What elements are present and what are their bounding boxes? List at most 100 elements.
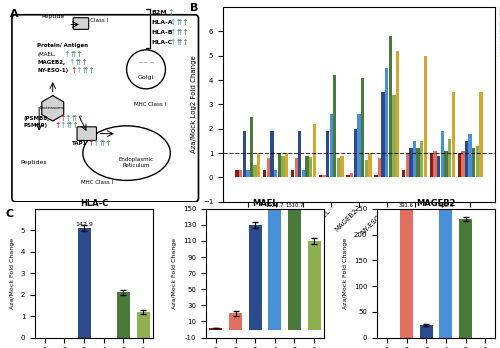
Bar	[378, 158, 381, 177]
Title: MAGEB2: MAGEB2	[416, 199, 456, 208]
Text: 391.6: 391.6	[399, 203, 414, 208]
Bar	[312, 124, 316, 177]
Text: Endoplasmic
Reticulum: Endoplasmic Reticulum	[118, 157, 154, 168]
Bar	[440, 209, 452, 338]
Text: 562.6: 562.6	[438, 203, 454, 208]
Bar	[210, 328, 222, 330]
Bar	[402, 170, 406, 177]
Bar	[136, 312, 149, 338]
Bar	[270, 131, 274, 177]
Bar	[333, 75, 336, 177]
Text: ↑: ↑	[168, 8, 174, 17]
Bar	[306, 156, 308, 177]
Text: ~~~: ~~~	[137, 61, 155, 66]
Text: MHC Class I: MHC Class I	[82, 180, 114, 185]
Bar	[266, 158, 270, 177]
Bar	[249, 225, 262, 330]
Text: B: B	[190, 3, 198, 13]
Bar	[416, 148, 420, 177]
Bar	[444, 151, 448, 177]
Text: HLA-A: HLA-A	[152, 20, 174, 25]
Bar	[330, 114, 333, 177]
FancyBboxPatch shape	[77, 127, 96, 141]
Bar	[337, 158, 340, 177]
Bar	[452, 92, 455, 177]
Bar	[229, 314, 242, 330]
Bar	[242, 131, 246, 177]
Bar	[350, 173, 354, 177]
Bar	[288, 209, 301, 330]
Text: ↑↑: ↑↑	[170, 38, 182, 47]
Text: MHC Class I: MHC Class I	[76, 18, 108, 23]
Bar	[396, 51, 400, 177]
Bar	[254, 165, 257, 177]
Text: ↑↑: ↑↑	[75, 66, 88, 75]
Text: Peptides: Peptides	[20, 160, 46, 165]
Bar	[472, 148, 476, 177]
Bar	[358, 114, 360, 177]
Bar	[413, 141, 416, 177]
Text: A: A	[10, 9, 18, 19]
Text: ↑↑: ↑↑	[92, 139, 106, 148]
Text: MHC Class I: MHC Class I	[134, 102, 166, 107]
Text: 1028.7: 1028.7	[266, 203, 284, 208]
Bar	[346, 175, 350, 177]
Bar	[326, 131, 329, 177]
Text: 1310.7: 1310.7	[286, 203, 304, 208]
Bar	[424, 56, 427, 177]
Polygon shape	[42, 96, 64, 121]
Bar	[354, 129, 357, 177]
Bar	[368, 153, 372, 177]
Bar	[294, 158, 298, 177]
Y-axis label: Aza/Mock Fold Change: Aza/Mock Fold Change	[10, 238, 15, 309]
Bar	[281, 156, 284, 177]
FancyBboxPatch shape	[12, 15, 198, 202]
Y-axis label: Aza/Mock Fold Change: Aza/Mock Fold Change	[344, 238, 348, 309]
Bar	[385, 68, 388, 177]
Title: HLA-C: HLA-C	[80, 199, 108, 208]
Text: ↑↑: ↑↑	[70, 50, 84, 59]
Bar	[308, 241, 320, 330]
Bar	[78, 228, 90, 338]
FancyBboxPatch shape	[73, 18, 88, 29]
Bar	[278, 153, 281, 177]
Bar	[430, 153, 433, 177]
Bar	[465, 141, 468, 177]
Bar	[318, 175, 322, 177]
Text: B2M: B2M	[152, 10, 168, 15]
Text: ↑: ↑	[70, 66, 76, 75]
Bar	[480, 92, 482, 177]
Bar	[458, 153, 461, 177]
Bar	[322, 175, 326, 177]
Text: ↑: ↑	[88, 139, 94, 148]
Text: TAP1: TAP1	[72, 141, 88, 146]
Text: Protein/ Antigen: Protein/ Antigen	[37, 44, 88, 48]
Text: MAGEB2,: MAGEB2,	[37, 60, 66, 65]
Bar	[302, 170, 305, 177]
Text: Peptide: Peptide	[41, 14, 64, 19]
Bar	[361, 78, 364, 177]
Text: HLA-C: HLA-C	[152, 40, 173, 45]
Text: ↑↑: ↑↑	[176, 28, 190, 37]
Text: PSMB9): PSMB9)	[24, 123, 48, 128]
Bar	[250, 117, 253, 177]
Bar	[468, 134, 472, 177]
Bar	[374, 175, 378, 177]
Text: 142.9: 142.9	[75, 222, 93, 227]
Text: ↑↑: ↑↑	[170, 18, 182, 27]
Bar	[434, 151, 436, 177]
Bar	[392, 95, 396, 177]
Bar	[388, 36, 392, 177]
Bar	[239, 170, 242, 177]
Y-axis label: Aza/Mock Fold Change: Aza/Mock Fold Change	[172, 238, 177, 309]
Bar	[406, 153, 409, 177]
Bar	[400, 209, 413, 338]
Bar	[420, 141, 424, 177]
Bar	[340, 156, 344, 177]
Text: (PSMB8,: (PSMB8,	[24, 116, 50, 120]
Text: ↑↑: ↑↑	[176, 38, 190, 47]
Bar	[410, 148, 412, 177]
Text: ↑↑: ↑↑	[170, 28, 182, 37]
Bar	[236, 170, 238, 177]
Bar	[257, 153, 260, 177]
